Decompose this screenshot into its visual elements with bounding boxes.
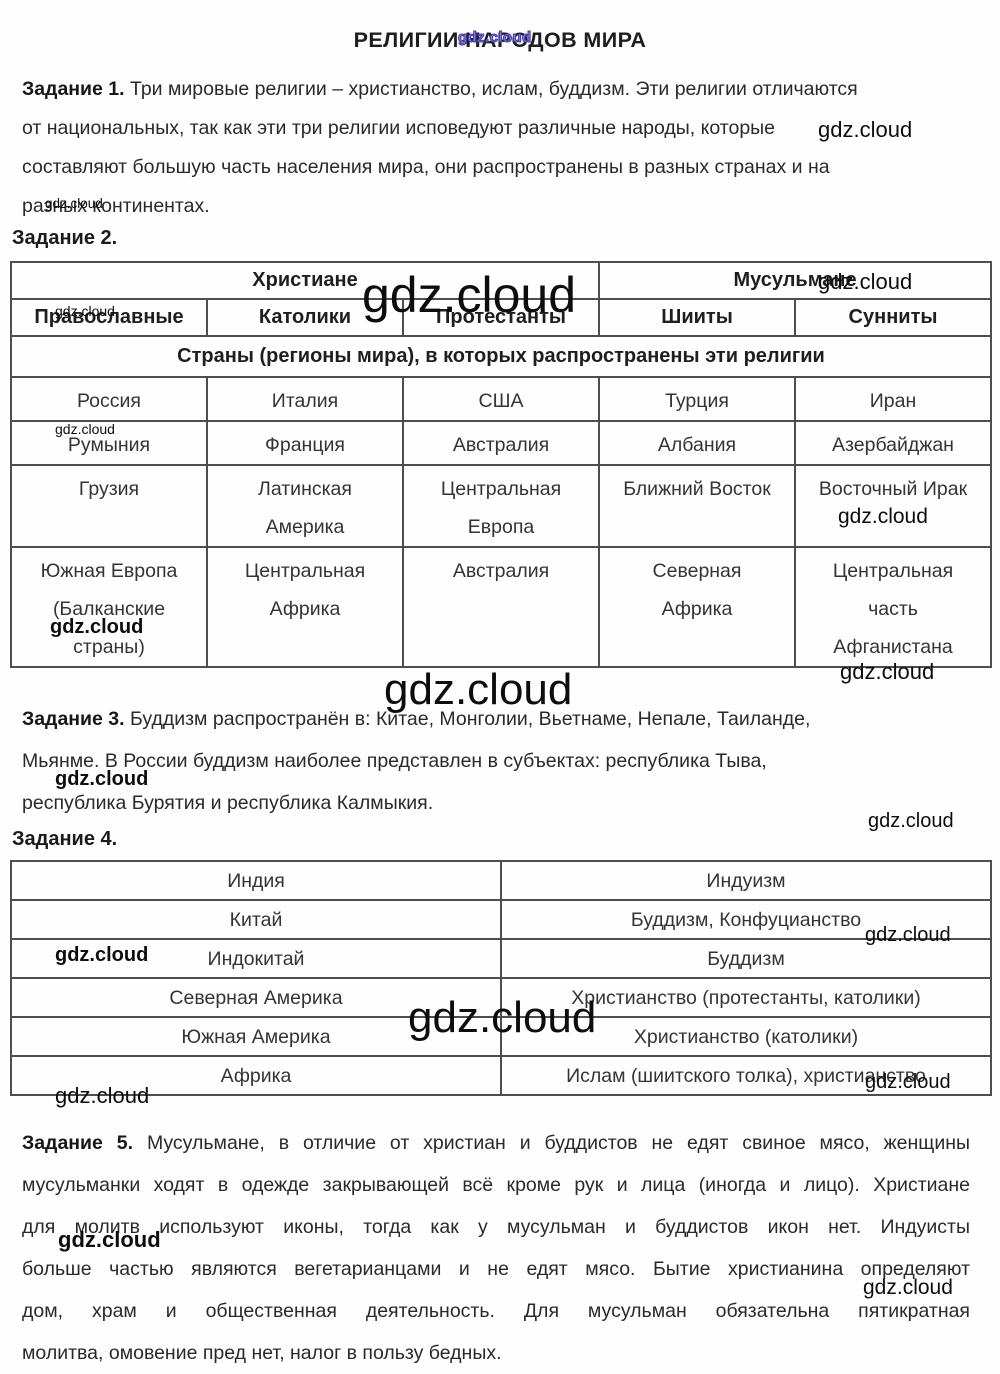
task4-table: Индия Индуизм Китай Буддизм, Конфуцианст…: [10, 860, 992, 1096]
table-cell: Италия: [206, 376, 404, 422]
table-cell: Франция: [206, 420, 404, 466]
paragraph-line: дом, храм и общественная деятельность. Д…: [22, 1300, 970, 1322]
table-cell: Центральная Африка: [206, 546, 404, 668]
table-cell: Южная Европа (Балканские страны): [10, 546, 208, 668]
table-cell: Грузия: [10, 464, 208, 548]
task4-label: Задание 4.: [12, 828, 118, 850]
paragraph-line: для молитв используют иконы, тогда как у…: [22, 1216, 970, 1238]
task5-text: Мусульмане, в отличие от христиан и будд…: [146, 1132, 971, 1154]
table-cell: Австралия: [402, 420, 600, 466]
table-row: Россия Италия США Турция Иран: [10, 376, 992, 422]
table-cell: Латинская Америка: [206, 464, 404, 548]
table-cell: Восточный Ирак: [794, 464, 992, 548]
column-header: Католики: [206, 298, 404, 337]
paragraph-line: Задание 5. Мусульмане, в отличие от хрис…: [22, 1122, 970, 1164]
table-cell: Китай: [10, 899, 502, 940]
table-row: Южная Америка Христианство (католики): [10, 1016, 992, 1057]
task3-paragraph: Задание 3. Буддизм распространён в: Кита…: [0, 698, 1000, 824]
table-row: Православные Католики Протестанты Шииты …: [10, 298, 992, 337]
table-cell: Россия: [10, 376, 208, 422]
table-cell: Иран: [794, 376, 992, 422]
paragraph-line: составляют большую часть населения мира,…: [22, 156, 830, 178]
table-row: Северная Америка Христианство (протестан…: [10, 977, 992, 1018]
table-cell: Африка: [10, 1055, 502, 1096]
task1-text: Три мировые религии – христианство, исла…: [130, 78, 858, 100]
table-cell: Румыния: [10, 420, 208, 466]
task1-label: Задание 1.: [22, 78, 125, 100]
group-header-muslims: Мусульмане: [598, 261, 992, 300]
table-cell: США: [402, 376, 600, 422]
table-cell: Австралия: [402, 546, 600, 668]
table-cell: Ислам (шиитского толка), христианство: [500, 1055, 992, 1096]
column-header: Сунниты: [794, 298, 992, 337]
table-cell: Ближний Восток: [598, 464, 796, 548]
table-cell: Азербайджан: [794, 420, 992, 466]
task3-label: Задание 3.: [22, 708, 125, 730]
table-row: Страны (регионы мира), в которых распрос…: [10, 335, 992, 378]
task1-paragraph: Задание 1. Три мировые религии – христиа…: [0, 70, 1000, 226]
table-row: Африка Ислам (шиитского толка), христиан…: [10, 1055, 992, 1096]
task3-text: Буддизм распространён в: Китае, Монголии…: [130, 708, 811, 730]
table-row: Южная Европа (Балканские страны) Централ…: [10, 546, 992, 668]
column-header: Протестанты: [402, 298, 600, 337]
paragraph-line: республика Бурятия и республика Калмыкия…: [22, 792, 434, 814]
paragraph-line: Мьянме. В России буддизм наиболее предст…: [22, 750, 767, 772]
table-row: Индокитай Буддизм: [10, 938, 992, 979]
paragraph-line: от национальных, так как эти три религии…: [22, 117, 776, 139]
table-row: Грузия Латинская Америка Центральная Евр…: [10, 464, 992, 548]
column-header: Шииты: [598, 298, 796, 337]
table-cell: Индия: [10, 860, 502, 901]
task2-label: Задание 2.: [12, 227, 118, 249]
task2-table: Христиане Мусульмане Православные Католи…: [10, 261, 992, 668]
paragraph-line: разных континентах.: [22, 195, 210, 217]
table-cell: Северная Америка: [10, 977, 502, 1018]
table-cell: Албания: [598, 420, 796, 466]
span-header: Страны (регионы мира), в которых распрос…: [10, 335, 992, 378]
table-row: Индия Индуизм: [10, 860, 992, 901]
table-cell: Буддизм: [500, 938, 992, 979]
paragraph-line: Задание 1. Три мировые религии – христиа…: [22, 70, 970, 109]
table-cell: Южная Америка: [10, 1016, 502, 1057]
table-cell: Центральная Европа: [402, 464, 600, 548]
table-cell: Северная Африка: [598, 546, 796, 668]
page-title: РЕЛИГИИ НАРОДОВ МИРА: [353, 28, 647, 52]
task5-label: Задание 5.: [22, 1132, 134, 1154]
group-header-christians: Христиане: [10, 261, 600, 300]
table-cell: Центральная часть Афганистана: [794, 546, 992, 668]
table-cell: Христианство (протестанты, католики): [500, 977, 992, 1018]
paragraph-line: молитва, омовение пред нет, налог в поль…: [22, 1342, 502, 1364]
table-row: Христиане Мусульмане: [10, 261, 992, 300]
table-cell: Индуизм: [500, 860, 992, 901]
paragraph-line: Задание 3. Буддизм распространён в: Кита…: [22, 698, 970, 740]
paragraph-line: больше частью являются вегетарианцами и …: [22, 1258, 970, 1280]
table-cell: Индокитай: [10, 938, 502, 979]
paragraph-line: мусульманки ходят в одежде закрывающей в…: [22, 1174, 970, 1196]
column-header: Православные: [10, 298, 208, 337]
table-row: Китай Буддизм, Конфуцианство: [10, 899, 992, 940]
table-cell: Христианство (католики): [500, 1016, 992, 1057]
table-cell: Турция: [598, 376, 796, 422]
table-row: Румыния Франция Австралия Албания Азерба…: [10, 420, 992, 466]
task5-paragraph: Задание 5. Мусульмане, в отличие от хрис…: [0, 1122, 1000, 1374]
table-cell: Буддизм, Конфуцианство: [500, 899, 992, 940]
